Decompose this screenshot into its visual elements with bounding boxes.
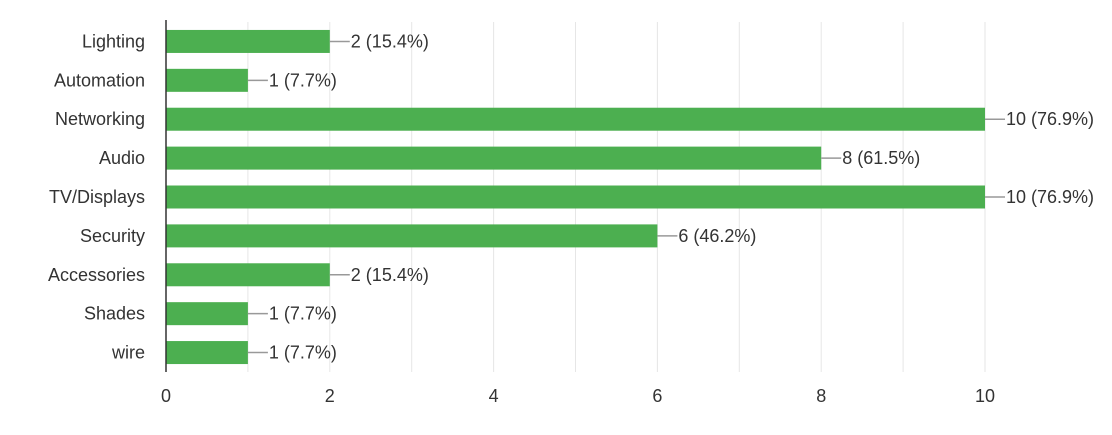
x-tick-label: 10 (975, 386, 995, 406)
bar (166, 302, 248, 326)
data-label: 1 (7.7%) (269, 70, 337, 90)
data-label: 10 (76.9%) (1006, 187, 1094, 207)
category-label: Networking (55, 109, 145, 129)
x-tick-label: 8 (816, 386, 826, 406)
bar (166, 29, 330, 53)
data-label: 10 (76.9%) (1006, 109, 1094, 129)
category-label: Security (80, 226, 145, 246)
x-tick-label: 4 (489, 386, 499, 406)
labels: Lighting 2 (15.4%) Automation 1 (7.7%) Netwo… (48, 31, 1094, 406)
x-tick-label: 6 (652, 386, 662, 406)
data-label: 6 (46.2%) (678, 226, 756, 246)
x-tick-label: 0 (161, 386, 171, 406)
bar (166, 263, 330, 287)
category-label: Audio (99, 148, 145, 168)
data-label: 2 (15.4%) (351, 265, 429, 285)
category-label: Lighting (82, 31, 145, 51)
category-label: wire (111, 343, 145, 363)
bar (166, 107, 985, 131)
x-tick-label: 2 (325, 386, 335, 406)
category-label: Accessories (48, 265, 145, 285)
category-label: Shades (84, 304, 145, 324)
data-label: 2 (15.4%) (351, 31, 429, 51)
bar (166, 341, 248, 365)
bars (166, 29, 985, 365)
bar (166, 146, 822, 170)
data-label: 1 (7.7%) (269, 343, 337, 363)
category-label: TV/Displays (49, 187, 145, 207)
data-label: 1 (7.7%) (269, 304, 337, 324)
bar (166, 185, 985, 209)
bar (166, 224, 658, 248)
bar (166, 68, 248, 92)
category-label: Automation (54, 70, 145, 90)
data-label: 8 (61.5%) (842, 148, 920, 168)
